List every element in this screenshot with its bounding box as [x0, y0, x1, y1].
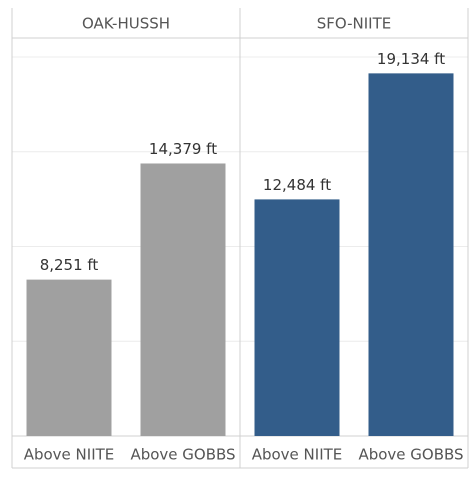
- panel-title: SFO-NIITE: [317, 15, 392, 33]
- panel-title: OAK-HUSSH: [82, 15, 170, 33]
- x-tick-label: Above GOBBS: [358, 446, 463, 464]
- data-label: 19,134 ft: [377, 50, 445, 68]
- bar: [26, 279, 112, 436]
- x-tick-label: Above NIITE: [252, 446, 343, 464]
- data-label: 8,251 ft: [40, 256, 99, 274]
- bar: [254, 199, 340, 436]
- bar: [140, 163, 226, 437]
- bar: [368, 73, 454, 436]
- data-label: 14,379 ft: [149, 140, 217, 158]
- data-label: 12,484 ft: [263, 176, 331, 194]
- x-tick-label: Above NIITE: [24, 446, 115, 464]
- x-tick-label: Above GOBBS: [130, 446, 235, 464]
